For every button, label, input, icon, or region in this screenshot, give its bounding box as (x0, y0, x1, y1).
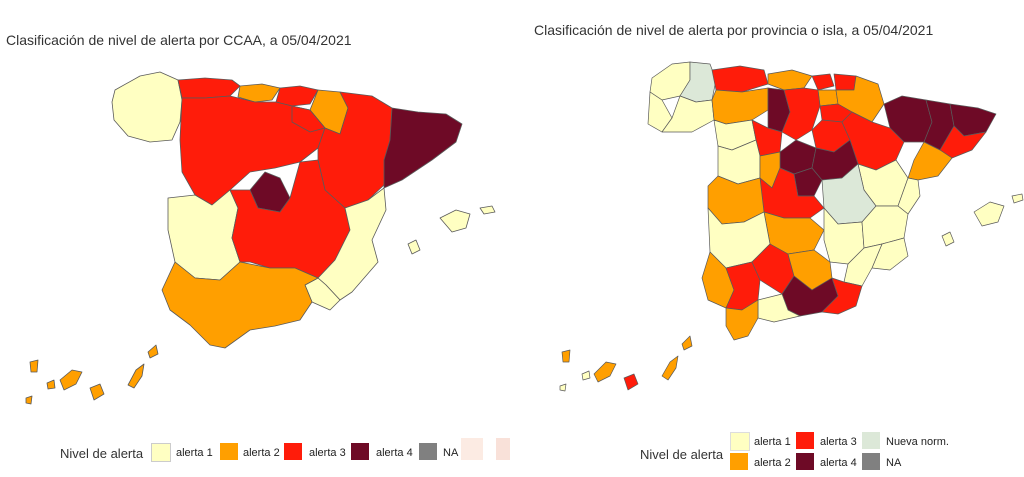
province-cadiz (725, 299, 759, 341)
province-gipuzkoa (833, 73, 857, 91)
map-panel-provincias: Clasificación de nivel de alerta por pro… (512, 0, 1024, 477)
legend-label-alerta4: alerta 4 (376, 447, 413, 459)
island-la-gomera (581, 370, 591, 381)
thumbnail-map (496, 438, 510, 460)
legend-label-alerta3: alerta 3 (820, 436, 857, 448)
island-gran-canaria (623, 373, 639, 391)
legend-label-nueva-normalidad: Nueva norm. (886, 436, 949, 448)
region-galicia (111, 71, 183, 143)
region-valencia (317, 187, 387, 301)
province-alava (817, 89, 839, 107)
legend-label-na: NA (886, 457, 902, 469)
legend-swatch-alerta1 (151, 443, 171, 462)
thumbnail-map (461, 438, 483, 460)
region-canarias-1 (29, 359, 39, 373)
map-title: Clasificación de nivel de alerta por pro… (534, 22, 934, 38)
island-ibiza (941, 231, 955, 247)
region-canarias-4 (89, 383, 105, 401)
island-el-hierro (559, 383, 567, 392)
region-pais-vasco (275, 85, 319, 107)
region-cantabria (237, 83, 281, 103)
region-la-rioja (291, 105, 326, 133)
province-asturias (711, 65, 769, 93)
province-bizkaia (811, 73, 835, 91)
province-leon (711, 87, 769, 125)
legend-swatch-nueva-normalidad (862, 432, 880, 449)
island-menorca (1011, 193, 1024, 204)
legend-swatch-alerta3 (284, 443, 302, 460)
legend-swatch-alerta4 (351, 443, 369, 460)
legend-title: Nivel de alerta (60, 446, 144, 461)
region-castilla-leon (179, 95, 326, 206)
region-cataluna (383, 107, 463, 189)
province-almeria (821, 277, 863, 315)
province-tarragona (907, 141, 953, 181)
region-andalucia (161, 261, 319, 349)
legend-label-alerta4: alerta 4 (820, 457, 857, 469)
region-baleares-menorca (479, 205, 496, 215)
island-lanzarote (681, 335, 693, 351)
legend-swatch-alerta4 (796, 453, 814, 470)
provincias-map (559, 61, 1024, 392)
legend-swatch-alerta2 (730, 453, 748, 470)
region-baleares-ibiza (407, 239, 421, 255)
legend-swatch-alerta2 (220, 443, 238, 460)
region-canarias-5 (127, 363, 145, 389)
island-mallorca (973, 201, 1005, 227)
map-panel-ccaa: Clasificación de nivel de alerta por CCA… (6, 32, 510, 462)
province-cantabria (767, 69, 813, 91)
region-canarias-3 (59, 369, 83, 391)
legend-label-alerta2: alerta 2 (754, 457, 791, 469)
legend-label-alerta1: alerta 1 (754, 436, 791, 448)
legend-label-alerta1: alerta 1 (176, 447, 213, 459)
legend-swatch-alerta3 (796, 432, 814, 449)
legend-label-alerta3: alerta 3 (309, 447, 346, 459)
legend-swatch-alerta1 (730, 432, 750, 451)
legend-label-alerta2: alerta 2 (243, 447, 280, 459)
legend-title: Nivel de alerta (640, 447, 724, 462)
legend-swatch-na (862, 453, 880, 470)
legend-swatch-na (419, 443, 437, 460)
island-tenerife (593, 361, 617, 383)
ccaa-map (25, 71, 496, 405)
region-canarias-2 (46, 379, 56, 390)
legend-label-na: NA (443, 447, 459, 459)
island-fuerteventura (661, 355, 679, 381)
region-baleares-mallorca (439, 209, 471, 233)
island-la-palma (561, 349, 571, 363)
region-asturias (177, 77, 241, 99)
region-canarias-7 (25, 395, 33, 405)
map-title: Clasificación de nivel de alerta por CCA… (6, 32, 352, 48)
region-canarias-6 (147, 344, 159, 359)
